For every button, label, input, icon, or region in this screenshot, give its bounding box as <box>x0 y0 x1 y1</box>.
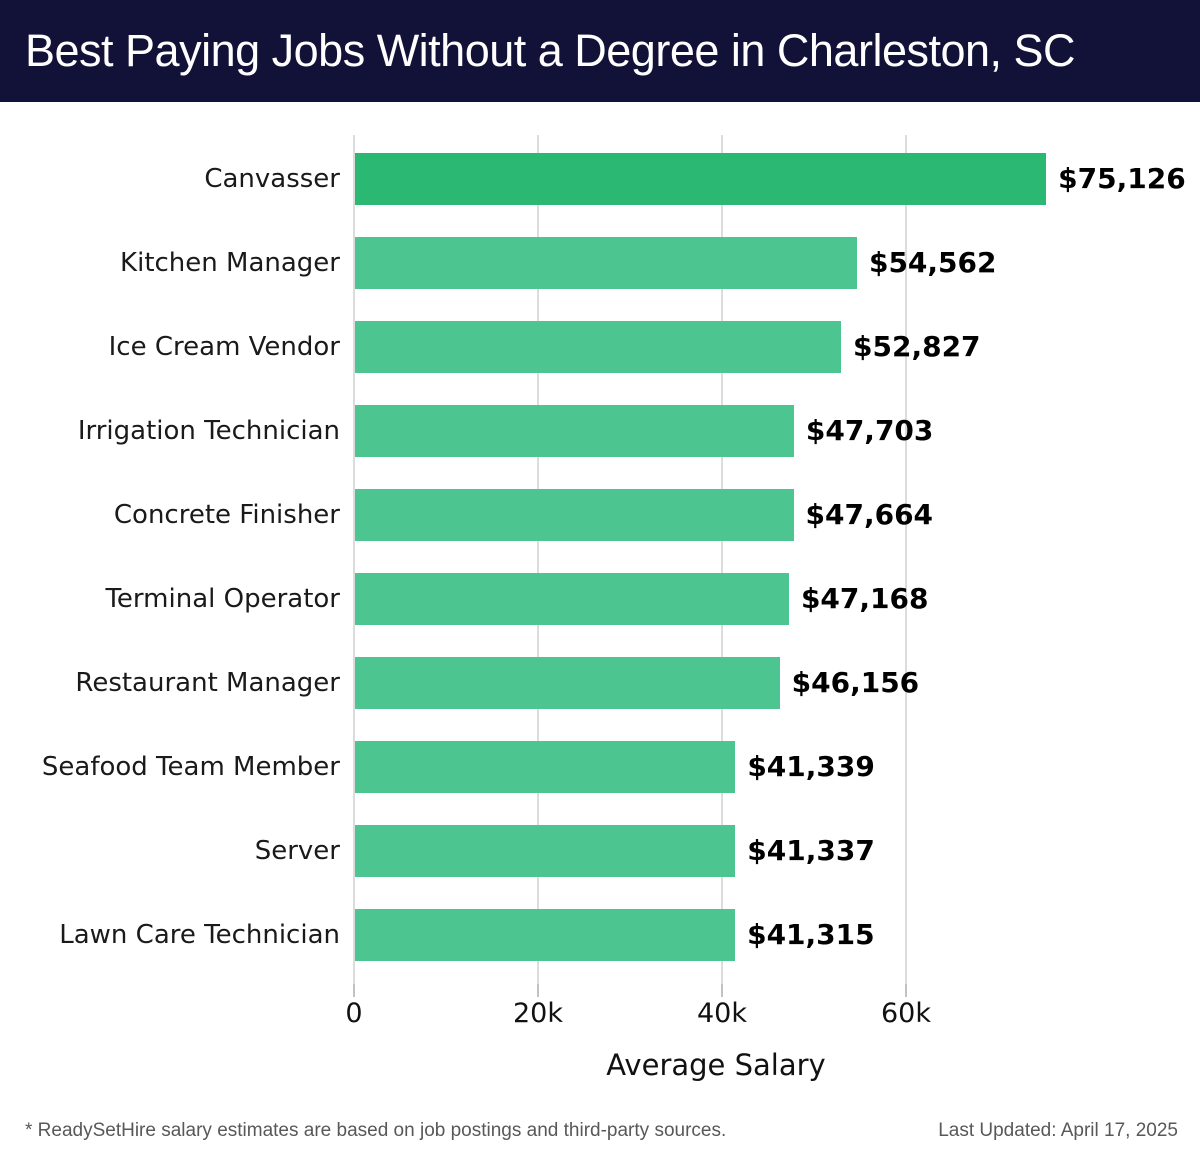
x-tick-label: 20k <box>513 998 563 1029</box>
category-label: Server <box>254 836 340 866</box>
x-tick-mark <box>721 984 723 997</box>
gridline <box>537 135 539 984</box>
bar-value-label: $75,126 <box>1058 162 1186 195</box>
footer: * ReadySetHire salary estimates are base… <box>0 1116 1200 1146</box>
category-label: Irrigation Technician <box>77 416 340 446</box>
category-label: Kitchen Manager <box>120 248 340 278</box>
category-label: Concrete Finisher <box>113 500 340 530</box>
category-label: Terminal Operator <box>105 584 340 614</box>
bar-server <box>355 825 736 877</box>
bar-value-label: $41,337 <box>747 834 875 867</box>
bar-chart: Canvasser $75,126 Kitchen Manager $54,562 Ic… <box>0 102 1200 1082</box>
category-label: Seafood Team Member <box>41 752 340 782</box>
bar-kitchen-manager <box>355 237 857 289</box>
x-tick-mark <box>905 984 907 997</box>
bar-value-label: $41,339 <box>747 750 875 783</box>
chart-title: Best Paying Jobs Without a Degree in Cha… <box>25 25 1076 76</box>
gridline <box>721 135 723 984</box>
bar-irrigation-technician <box>355 405 794 457</box>
bar-terminal-operator <box>355 573 789 625</box>
source-note: * ReadySetHire salary estimates are base… <box>25 1120 727 1141</box>
bar-concrete-finisher <box>355 489 794 541</box>
last-updated: Last Updated: April 17, 2025 <box>938 1120 1178 1141</box>
category-label: Lawn Care Technician <box>59 920 340 950</box>
bar-value-label: $52,827 <box>853 330 981 363</box>
category-label: Restaurant Manager <box>75 668 340 698</box>
bar-restaurant-manager <box>355 657 780 709</box>
bar-ice-cream-vendor <box>355 321 841 373</box>
bar-value-label: $41,315 <box>747 918 875 951</box>
gridline <box>353 135 355 984</box>
bar-lawn-care-technician <box>355 909 736 961</box>
bar-value-label: $47,664 <box>805 498 934 531</box>
bar-seafood-team-member <box>355 741 736 793</box>
gridline <box>905 135 907 984</box>
bar-value-label: $47,168 <box>800 582 929 615</box>
x-tick-label: 0 <box>345 998 363 1029</box>
x-tick-mark <box>353 984 355 997</box>
x-axis-title: Average Salary <box>606 1048 826 1082</box>
x-tick-mark <box>537 984 539 997</box>
category-label: Canvasser <box>204 164 340 194</box>
bar-value-label: $54,562 <box>868 246 997 279</box>
chart-title-bar: Best Paying Jobs Without a Degree in Cha… <box>0 0 1200 102</box>
category-label: Ice Cream Vendor <box>108 332 340 362</box>
bar-value-label: $46,156 <box>791 666 920 699</box>
x-tick-label: 40k <box>697 998 747 1029</box>
x-tick-label: 60k <box>881 998 931 1029</box>
bar-value-label: $47,703 <box>805 414 934 447</box>
bar-canvasser <box>355 153 1047 205</box>
